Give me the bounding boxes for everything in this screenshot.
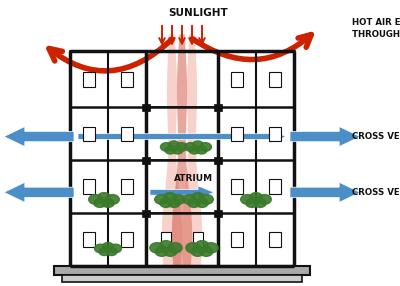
Circle shape [246,199,258,207]
Polygon shape [231,232,243,247]
Circle shape [98,192,110,201]
Polygon shape [70,51,294,266]
Circle shape [184,143,196,151]
Polygon shape [231,72,243,87]
Polygon shape [83,126,95,141]
Circle shape [150,243,164,253]
Circle shape [204,243,218,253]
Polygon shape [172,34,192,266]
Circle shape [102,243,114,250]
Polygon shape [214,104,222,111]
Polygon shape [142,210,150,217]
Polygon shape [269,232,281,247]
Polygon shape [121,232,133,247]
Circle shape [160,241,172,250]
Polygon shape [78,130,286,143]
Circle shape [196,241,208,250]
Circle shape [94,199,106,207]
Polygon shape [162,34,182,266]
Polygon shape [182,34,202,266]
Circle shape [172,194,185,204]
Polygon shape [4,126,74,147]
Circle shape [186,243,200,253]
Circle shape [172,146,183,154]
Circle shape [250,192,262,201]
Circle shape [102,199,114,207]
Polygon shape [269,72,281,87]
Circle shape [106,194,119,204]
Circle shape [99,248,110,256]
Polygon shape [142,157,150,164]
Polygon shape [290,182,360,202]
Circle shape [164,192,176,201]
Polygon shape [83,180,95,194]
Polygon shape [231,126,243,141]
Polygon shape [142,104,150,111]
Circle shape [168,243,182,253]
Circle shape [155,247,168,256]
Polygon shape [193,232,203,247]
Circle shape [164,247,177,256]
Circle shape [169,141,179,149]
Circle shape [193,141,204,149]
Circle shape [200,194,213,204]
Polygon shape [161,232,171,247]
Circle shape [160,199,172,207]
Circle shape [254,199,266,207]
Circle shape [106,248,117,256]
Polygon shape [54,266,310,275]
Polygon shape [83,232,95,247]
Circle shape [94,244,106,253]
Circle shape [200,247,213,256]
Circle shape [183,194,196,204]
Polygon shape [214,210,222,217]
Circle shape [89,194,102,204]
Polygon shape [121,72,133,87]
Circle shape [258,194,271,204]
Circle shape [188,199,200,207]
Circle shape [196,146,207,154]
Polygon shape [121,126,133,141]
Polygon shape [62,275,302,282]
Polygon shape [290,126,360,147]
Polygon shape [4,182,74,202]
Circle shape [176,143,188,151]
Circle shape [241,194,254,204]
Text: CROSS VENTILATION: CROSS VENTILATION [352,132,400,141]
Polygon shape [269,180,281,194]
Circle shape [191,247,204,256]
Polygon shape [269,126,281,141]
Text: SUNLIGHT: SUNLIGHT [168,8,228,18]
Polygon shape [231,180,243,194]
Circle shape [196,199,208,207]
Circle shape [165,146,176,154]
Circle shape [192,192,204,201]
Text: HOT AIR ESCAPE
THROUGH LOUVRES: HOT AIR ESCAPE THROUGH LOUVRES [352,18,400,39]
Polygon shape [214,157,222,164]
Circle shape [189,146,200,154]
Polygon shape [83,72,95,87]
Circle shape [160,143,172,151]
Polygon shape [121,180,133,194]
Polygon shape [150,186,214,199]
Text: CROSS VENTILATION: CROSS VENTILATION [352,188,400,197]
Circle shape [155,194,168,204]
Text: ATRIUM: ATRIUM [174,174,214,182]
Circle shape [110,244,122,253]
Circle shape [168,199,180,207]
Circle shape [200,143,212,151]
